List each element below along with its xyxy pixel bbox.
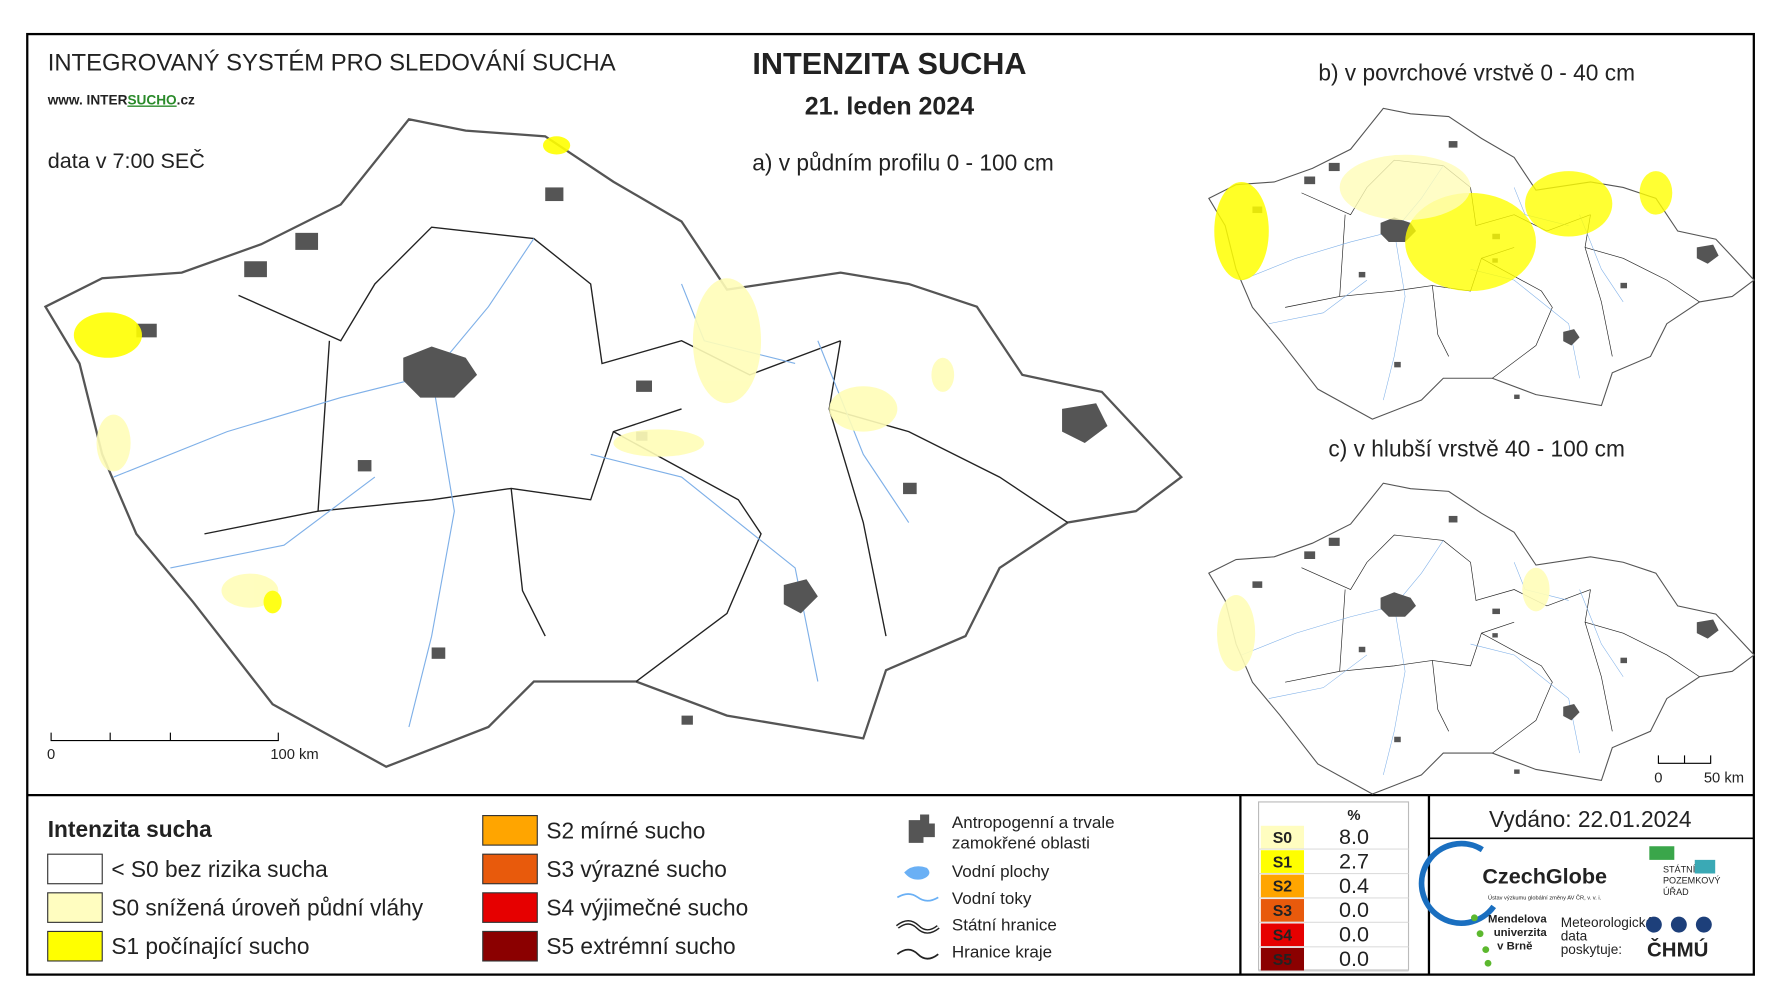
legend-label: S0 snížená úroveň půdní vláhy (111, 895, 423, 921)
main-title: INTENZITA SUCHA (752, 47, 1026, 81)
symbol-label: Hranice kraje (952, 943, 1052, 962)
symbol-legend: Antropogenní a trvale zamokřené oblasti … (895, 813, 1115, 962)
symbol-label: Vodní plochy (952, 862, 1050, 881)
table-header: % (1347, 808, 1360, 824)
legend-swatch (47, 892, 103, 923)
map-a-label: a) v půdním profilu 0 - 100 cm (752, 149, 1054, 175)
legend-label: S3 výrazné sucho (546, 856, 726, 882)
data-time: data v 7:00 SEČ (48, 148, 205, 173)
symbol-label: Antropogenní a trvale (952, 813, 1115, 832)
class-cell (1260, 874, 1305, 898)
class-label: S3 (1273, 903, 1293, 920)
logo-arc (1418, 840, 1497, 926)
class-cell (1260, 899, 1305, 922)
table-frame (1258, 801, 1410, 971)
scale-label: 0 (47, 747, 55, 763)
symbol-label: Státní hranice (952, 915, 1057, 934)
class-cell (1260, 947, 1305, 971)
class-label: S0 (1273, 830, 1293, 847)
legend-swatch (47, 853, 103, 885)
map-c (1208, 482, 1755, 795)
legend-swatch (482, 815, 538, 846)
percent-value: 0.0 (1339, 922, 1369, 947)
scale-bar (1657, 755, 1712, 764)
scale-label: 50 km (1704, 771, 1744, 787)
percent-value: 0.0 (1339, 946, 1369, 971)
system-title: INTEGROVANÝ SYSTÉM PRO SLEDOVÁNÍ SUCHA (48, 49, 616, 76)
scale-label: 100 km (270, 747, 318, 763)
scale-label: 0 (1654, 771, 1662, 787)
percent-value: 8.0 (1339, 824, 1369, 849)
logo-chmu-mark (1645, 916, 1712, 933)
class-label: S1 (1273, 854, 1293, 871)
class-label: S2 (1273, 879, 1293, 896)
logo-dots (1470, 914, 1492, 967)
legend-label: S4 výjimečné sucho (546, 895, 748, 921)
class-label: S5 (1273, 952, 1293, 969)
class-cell (1260, 923, 1305, 947)
legend-label: S5 extrémní sucho (546, 933, 735, 959)
logo-subtitle: Ústav výzkumu globální změny AV ČR, v. v… (1488, 895, 1602, 902)
logo-czechglobe: CzechGlobe (1482, 864, 1607, 889)
class-cell (1260, 825, 1305, 849)
legend-swatch (482, 853, 538, 885)
map-b-label: b) v povrchové vrstvě 0 - 40 cm (1318, 60, 1635, 86)
issued: Vydáno: 22.01.2024 (1489, 806, 1691, 832)
legend-swatch (482, 930, 538, 962)
logo-mark (1649, 846, 1675, 860)
logo-chmu: ČHMÚ (1647, 937, 1708, 961)
logo-meteo: Meteorologická data poskytuje: (1561, 915, 1654, 957)
map-c-label: c) v hlubší vrstvě 40 - 100 cm (1328, 436, 1625, 462)
legend-swatch (47, 930, 103, 962)
logo-mark (1694, 859, 1716, 874)
logo-spu: STÁTNÍ POZEMKOVÝ ÚŘAD (1663, 864, 1721, 897)
legend-label: S2 mírné sucho (546, 817, 705, 843)
legend-swatch (482, 892, 538, 923)
symbol-label: zamokřené oblasti (952, 834, 1090, 853)
legend-label: < S0 bez rizika sucha (111, 856, 328, 882)
symbol-label: Vodní toky (952, 889, 1032, 908)
percent-value: 2.7 (1339, 848, 1369, 873)
map-b (1208, 107, 1755, 420)
logo-mendelu: Mendelova univerzita v Brně (1488, 913, 1547, 952)
date: 21. leden 2024 (805, 93, 974, 121)
scale-bar (50, 732, 279, 742)
legend-title: Intenzita sucha (48, 816, 212, 842)
percent-value: 0.0 (1339, 897, 1369, 922)
legend: < S0 bez rizika sucha S0 snížená úroveň p… (47, 815, 748, 962)
percent-value: 0.4 (1339, 873, 1369, 898)
class-label: S4 (1273, 928, 1293, 945)
stats-table: S0 8.0 S1 2.7 S2 0.4 S3 0.0 S4 0.0 S5 0.0 (1258, 801, 1410, 972)
website: www. INTERSUCHO.cz (47, 93, 195, 108)
legend-label: S1 počínající sucho (111, 933, 309, 959)
main-map (44, 118, 1183, 768)
frame (26, 32, 1755, 976)
class-cell (1260, 850, 1305, 873)
